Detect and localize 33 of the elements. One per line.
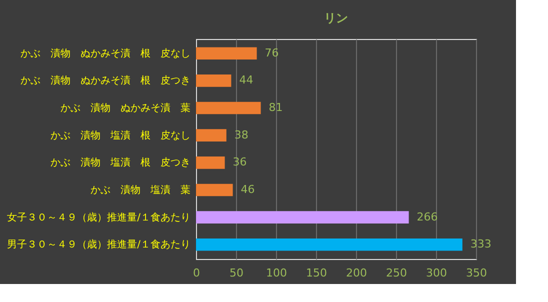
x-tick-label: 300 xyxy=(426,266,447,280)
x-tick-label: 50 xyxy=(230,266,244,280)
y-tick-label: かぶ 漬物 塩漬 根 皮なし xyxy=(50,129,190,142)
data-label: 266 xyxy=(416,210,438,224)
y-tick-label: 女子３０～４９（歳）推進量/１食あたり xyxy=(7,211,190,224)
y-tick-label: かぶ 漬物 ぬかみそ漬 根 皮なし xyxy=(20,47,190,60)
y-tick-label: かぶ 漬物 ぬかみそ漬 根 皮つき xyxy=(20,74,190,87)
x-tick-label: 250 xyxy=(386,266,407,280)
bar xyxy=(196,211,409,224)
data-label: 36 xyxy=(232,156,247,169)
bar xyxy=(196,102,261,114)
bar xyxy=(196,74,232,87)
bar xyxy=(196,184,233,196)
data-label: 333 xyxy=(470,238,492,251)
y-tick-label: かぶ 漬物 ぬかみそ漬 葉 xyxy=(60,102,190,114)
data-label: 46 xyxy=(240,182,255,196)
data-label: 44 xyxy=(239,74,254,87)
chart-title: リン xyxy=(324,11,348,25)
data-label: 38 xyxy=(234,128,248,142)
x-tick-label: 0 xyxy=(193,266,200,280)
x-tick-label: 200 xyxy=(346,266,367,280)
bar xyxy=(196,47,257,60)
bar xyxy=(196,129,226,142)
x-tick-label: 350 xyxy=(466,266,487,280)
data-label: 81 xyxy=(268,101,283,114)
y-tick-label: かぶ 漬物 塩漬 根 皮つき xyxy=(50,156,190,169)
y-tick-label: かぶ 漬物 塩漬 葉 xyxy=(90,184,190,196)
x-tick-label: 150 xyxy=(306,266,327,280)
bar xyxy=(196,238,462,251)
data-label: 76 xyxy=(264,46,279,60)
x-tick-label: 100 xyxy=(266,266,287,280)
bar xyxy=(196,156,225,169)
y-tick-label: 男子３０～４９（歳）推進量/１食あたり xyxy=(7,238,190,251)
